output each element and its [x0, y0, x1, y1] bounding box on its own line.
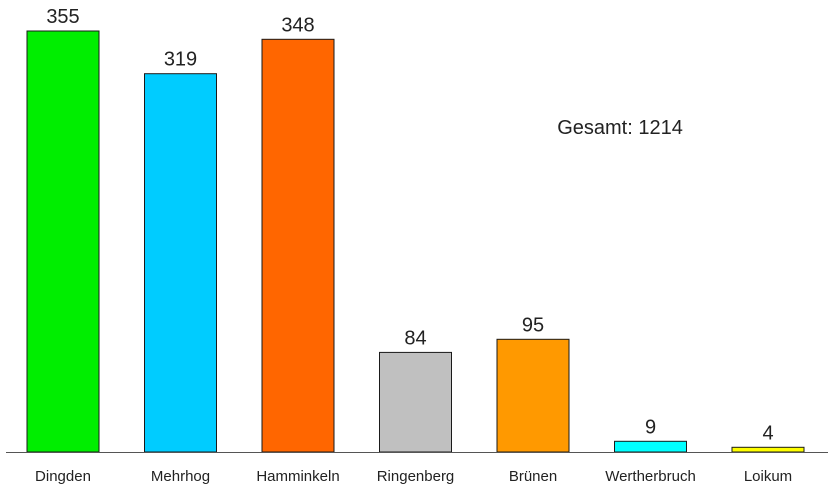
value-label-ringenberg: 84 [404, 327, 426, 349]
tick-label-mehrhog: Mehrhog [151, 468, 210, 485]
total-annotation: Gesamt: 1214 [557, 117, 683, 139]
value-label-dingden: 355 [46, 6, 79, 28]
bar-brunen [496, 338, 570, 453]
bar-hamminkeln [261, 38, 335, 453]
bar-loikum [731, 446, 805, 453]
tick-label-dingden: Dingden [35, 468, 91, 485]
tick-label-ringenberg: Ringenberg [377, 468, 455, 485]
value-label-brunen: 95 [522, 314, 544, 336]
value-labels-group: 355 319 348 84 95 9 4 [46, 6, 773, 444]
tick-labels-group: Dingden Mehrhog Hamminkeln Ringenberg Brünen… [35, 468, 792, 485]
bars-group [26, 30, 805, 453]
bar-mehrhog [144, 73, 217, 453]
value-label-hamminkeln: 348 [281, 14, 314, 36]
bar-dingden [26, 30, 100, 453]
value-label-wertherbruch: 9 [645, 416, 656, 438]
bar-wertherbruch [614, 440, 687, 453]
value-label-mehrhog: 319 [164, 49, 197, 71]
tick-label-hamminkeln: Hamminkeln [256, 468, 339, 485]
bar-ringenberg [379, 351, 452, 453]
value-label-loikum: 4 [762, 422, 773, 444]
tick-label-brunen: Brünen [509, 468, 557, 485]
tick-label-wertherbruch: Wertherbruch [605, 468, 696, 485]
tick-label-loikum: Loikum [744, 468, 792, 485]
